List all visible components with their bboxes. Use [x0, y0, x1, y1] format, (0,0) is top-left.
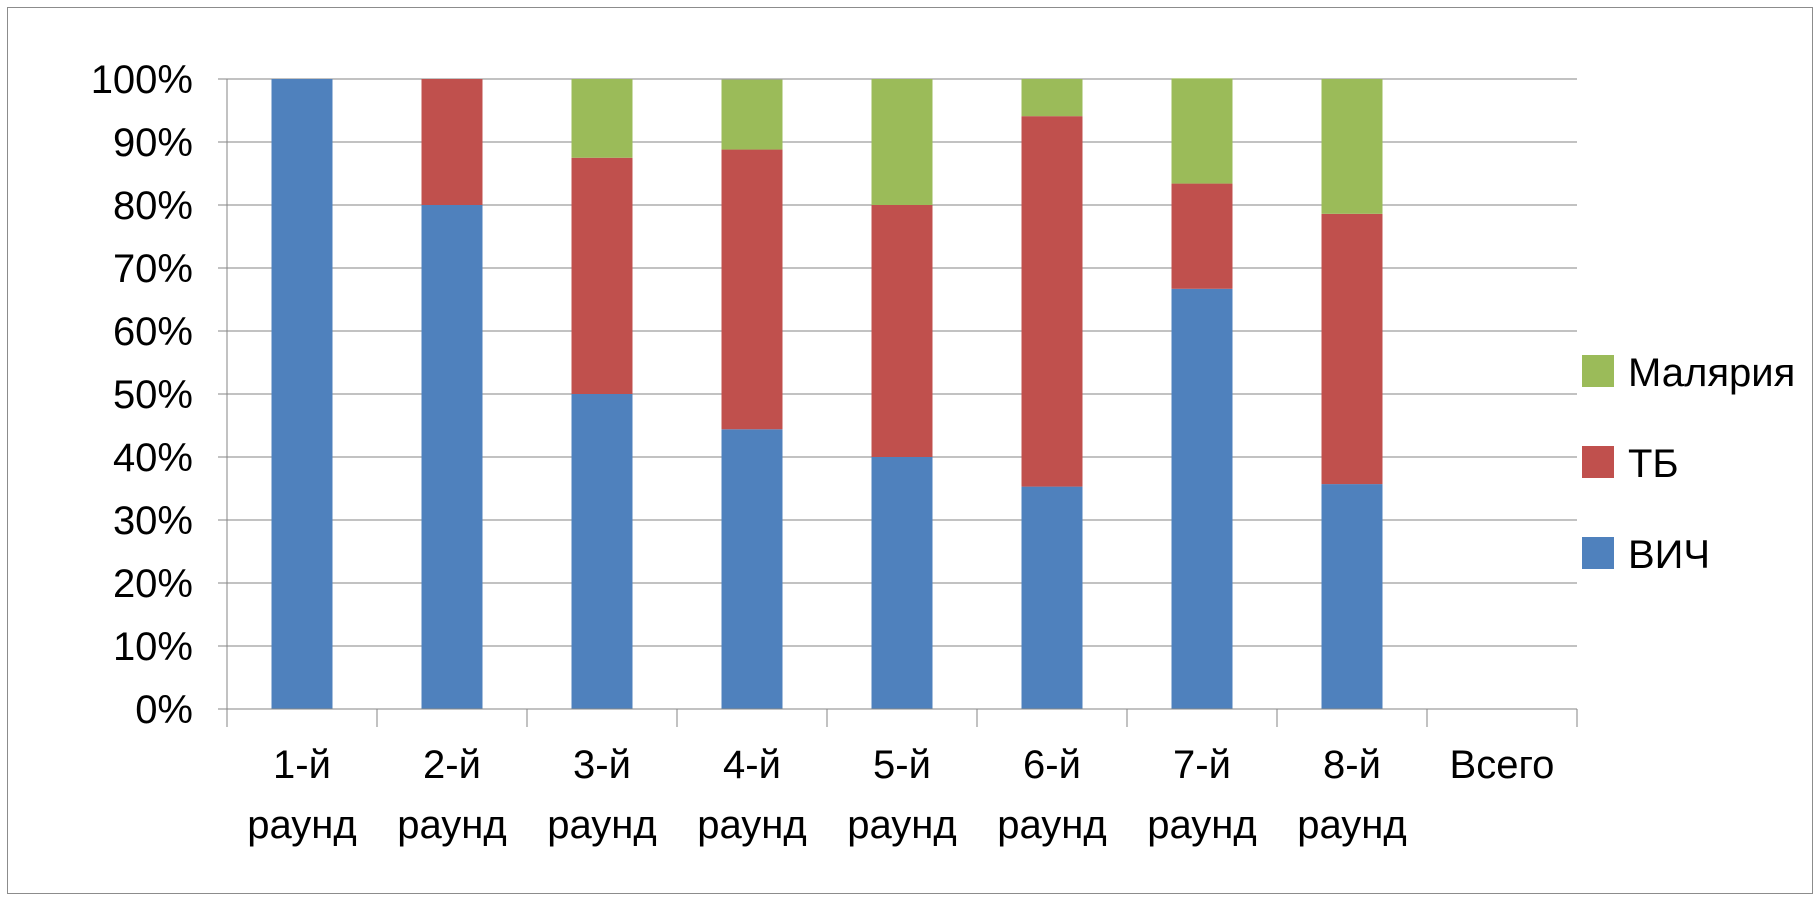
x-tick-label: 4-й раунд: [697, 743, 806, 847]
bar-segment-5-series-3: [871, 79, 933, 205]
y-tick-label: 20%: [113, 562, 193, 606]
y-tick-label: 80%: [113, 184, 193, 228]
legend-label: ВИЧ: [1628, 533, 1710, 577]
y-tick-label: 90%: [113, 121, 193, 165]
bar-segment-2-series-1: [421, 205, 483, 709]
bar-segment-4-series-2: [721, 149, 783, 430]
legend-label: Малярия: [1628, 351, 1795, 395]
bar-segment-8-series-1: [1321, 484, 1383, 709]
legend-swatch: [1582, 537, 1614, 569]
bar-segment-3-series-1: [571, 394, 633, 709]
bar-segment-6-series-1: [1021, 486, 1083, 709]
y-tick-labels: 0% 10% 20% 30% 40% 50% 60% 70% 80% 90% 100%: [91, 58, 193, 732]
bar-segment-5-series-1: [871, 457, 933, 709]
y-tick-label: 100%: [91, 58, 193, 102]
legend-swatch: [1582, 355, 1614, 387]
y-tick-label: 60%: [113, 310, 193, 354]
bar-segment-2-series-2: [421, 79, 483, 205]
legend-swatch: [1582, 446, 1614, 478]
bar-segment-3-series-3: [571, 79, 633, 158]
bars: [271, 78, 1383, 709]
legend-label: ТБ: [1628, 442, 1679, 486]
y-tick-label: 10%: [113, 625, 193, 669]
x-tick-label: 7-й раунд: [1147, 743, 1256, 847]
x-tick-label: 5-й раунд: [847, 743, 956, 847]
y-tick-label: 0%: [135, 688, 193, 732]
x-tick-label: 3-й раунд: [547, 743, 656, 847]
stacked-bar-chart: 0% 10% 20% 30% 40% 50% 60% 70% 80% 90% 100% 1-й рау…: [91, 58, 1796, 847]
bar-segment-3-series-2: [571, 157, 633, 394]
x-tick-labels: 1-й раунд 2-й раунд 3-й раунд 4-й раунд 5-й раунд…: [247, 743, 1554, 847]
bar-segment-8-series-3: [1321, 79, 1383, 214]
bar-segment-7-series-3: [1171, 78, 1233, 184]
bar-segment-6-series-2: [1021, 116, 1083, 487]
bar-segment-1-series-1: [271, 79, 333, 709]
y-tick-label: 50%: [113, 373, 193, 417]
bar-segment-7-series-1: [1171, 288, 1233, 709]
chart-frame: 0% 10% 20% 30% 40% 50% 60% 70% 80% 90% 100% 1-й рау…: [7, 7, 1813, 894]
bar-segment-6-series-3: [1021, 79, 1083, 117]
legend: Малярия ТБ ВИЧ: [1582, 351, 1795, 577]
bar-segment-4-series-1: [721, 429, 783, 709]
bar-segment-7-series-2: [1171, 183, 1233, 289]
bar-segment-5-series-2: [871, 205, 933, 457]
axes: [218, 78, 1578, 727]
y-tick-label: 40%: [113, 436, 193, 480]
x-tick-label: 2-й раунд: [397, 743, 506, 847]
bar-segment-4-series-3: [721, 79, 783, 150]
x-tick-label: 8-й раунд: [1297, 743, 1406, 847]
y-tick-label: 30%: [113, 499, 193, 543]
bar-segment-8-series-2: [1321, 213, 1383, 485]
x-tick-label: Всего: [1450, 743, 1555, 787]
x-tick-label: 6-й раунд: [997, 743, 1106, 847]
x-tick-label: 1-й раунд: [247, 743, 356, 847]
y-tick-label: 70%: [113, 247, 193, 291]
